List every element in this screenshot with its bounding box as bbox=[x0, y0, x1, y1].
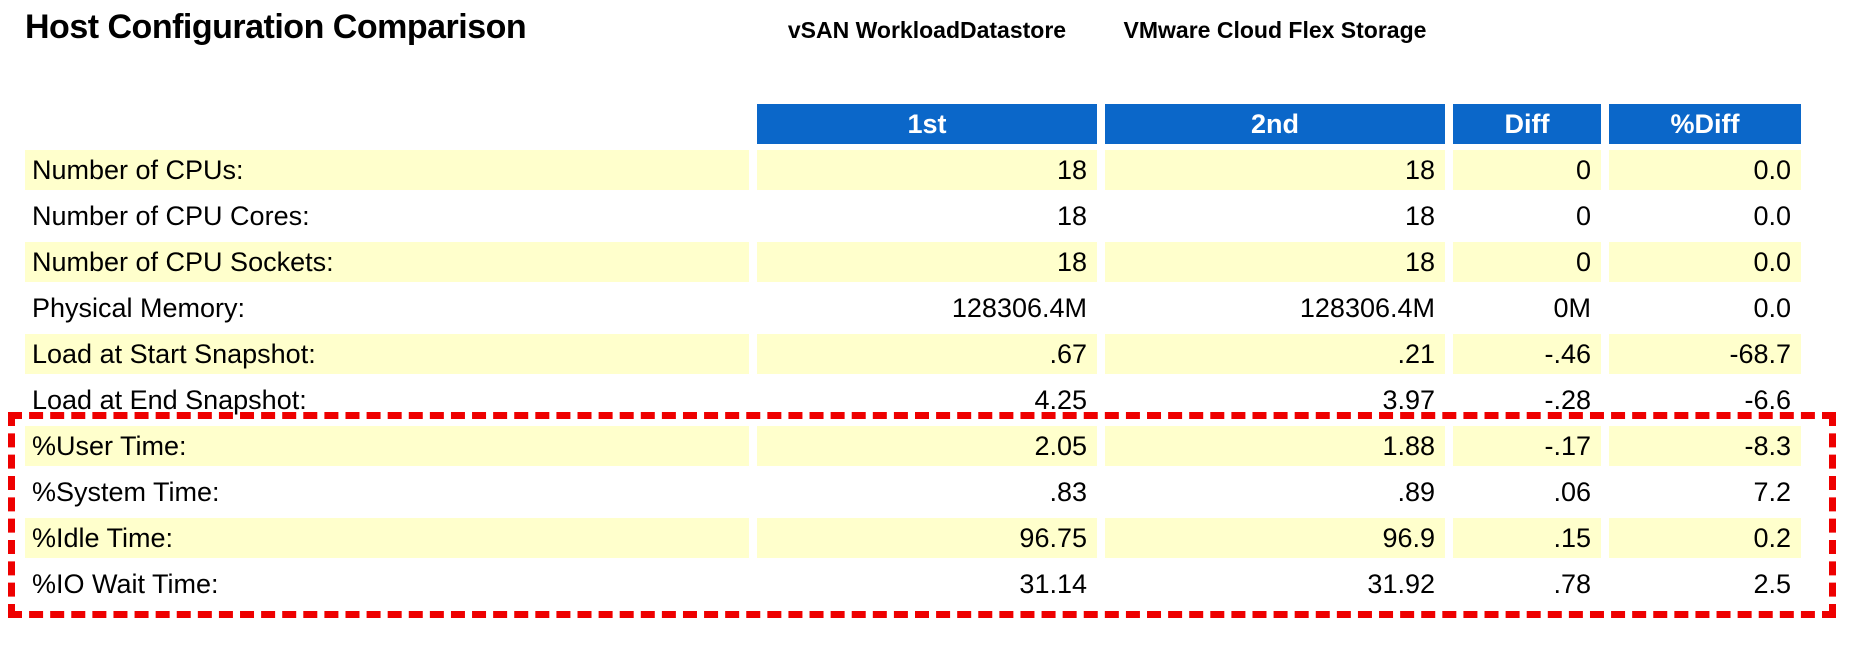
value-cell-1st: 18 bbox=[757, 196, 1097, 236]
value-cell-pctdiff: -68.7 bbox=[1609, 334, 1801, 374]
row-label: %System Time: bbox=[25, 472, 749, 512]
value-cell-pctdiff: 0.0 bbox=[1609, 196, 1801, 236]
value-cell-2nd: .21 bbox=[1105, 334, 1445, 374]
row-label: Number of CPUs: bbox=[25, 150, 749, 190]
value-cell-pctdiff: -8.3 bbox=[1609, 426, 1801, 466]
datastore-label-second: VMware Cloud Flex Storage bbox=[1123, 17, 1427, 43]
table-row-highlighted: %IO Wait Time: 31.14 31.92 .78 2.5 bbox=[25, 564, 1801, 604]
row-label: Load at End Snapshot: bbox=[25, 380, 749, 420]
value-cell-pctdiff: 0.0 bbox=[1609, 150, 1801, 190]
value-cell-pctdiff: -6.6 bbox=[1609, 380, 1801, 420]
value-cell-pctdiff: 7.2 bbox=[1609, 472, 1801, 512]
column-header-pctdiff: %Diff bbox=[1609, 104, 1801, 144]
value-cell-1st: .83 bbox=[757, 472, 1097, 512]
value-cell-pctdiff: 0.0 bbox=[1609, 288, 1801, 328]
value-cell-pctdiff: 2.5 bbox=[1609, 564, 1801, 604]
table-row: Number of CPUs: 18 18 0 0.0 bbox=[25, 150, 1801, 190]
row-label: %IO Wait Time: bbox=[25, 564, 749, 604]
column-header-1st: 1st bbox=[757, 104, 1097, 144]
value-cell-2nd: 1.88 bbox=[1105, 426, 1445, 466]
table-row-highlighted: %System Time: .83 .89 .06 7.2 bbox=[25, 472, 1801, 512]
table-row: Physical Memory: 128306.4M 128306.4M 0M … bbox=[25, 288, 1801, 328]
value-cell-diff: 0 bbox=[1453, 196, 1601, 236]
header-spacer-cell bbox=[25, 104, 749, 144]
table-row: Number of CPU Cores: 18 18 0 0.0 bbox=[25, 196, 1801, 236]
value-cell-1st: 2.05 bbox=[757, 426, 1097, 466]
row-label: %Idle Time: bbox=[25, 518, 749, 558]
value-cell-2nd: 3.97 bbox=[1105, 380, 1445, 420]
header-row: 1st 2nd Diff %Diff bbox=[25, 104, 1801, 144]
value-cell-diff: 0M bbox=[1453, 288, 1601, 328]
table-row-highlighted: %User Time: 2.05 1.88 -.17 -8.3 bbox=[25, 426, 1801, 466]
row-label: Number of CPU Cores: bbox=[25, 196, 749, 236]
value-cell-diff: 0 bbox=[1453, 242, 1601, 282]
value-cell-2nd: 18 bbox=[1105, 150, 1445, 190]
value-cell-1st: 4.25 bbox=[757, 380, 1097, 420]
table-row: Load at End Snapshot: 4.25 3.97 -.28 -6.… bbox=[25, 380, 1801, 420]
column-header-diff: Diff bbox=[1453, 104, 1601, 144]
value-cell-diff: -.28 bbox=[1453, 380, 1601, 420]
value-cell-1st: .67 bbox=[757, 334, 1097, 374]
value-cell-diff: -.17 bbox=[1453, 426, 1601, 466]
row-label: Physical Memory: bbox=[25, 288, 749, 328]
value-cell-2nd: 31.92 bbox=[1105, 564, 1445, 604]
value-cell-1st: 96.75 bbox=[757, 518, 1097, 558]
value-cell-diff: 0 bbox=[1453, 150, 1601, 190]
value-cell-1st: 128306.4M bbox=[757, 288, 1097, 328]
comparison-table: 1st 2nd Diff %Diff Number of CPUs: 18 18… bbox=[17, 98, 1809, 610]
value-cell-1st: 18 bbox=[757, 150, 1097, 190]
table-row: Number of CPU Sockets: 18 18 0 0.0 bbox=[25, 242, 1801, 282]
value-cell-diff: .78 bbox=[1453, 564, 1601, 604]
value-cell-1st: 18 bbox=[757, 242, 1097, 282]
value-cell-diff: -.46 bbox=[1453, 334, 1601, 374]
datastore-label-first: vSAN WorkloadDatastore bbox=[787, 17, 1067, 43]
value-cell-pctdiff: 0.0 bbox=[1609, 242, 1801, 282]
row-label: Load at Start Snapshot: bbox=[25, 334, 749, 374]
row-label: %User Time: bbox=[25, 426, 749, 466]
page-title: Host Configuration Comparison bbox=[25, 8, 527, 46]
value-cell-2nd: 128306.4M bbox=[1105, 288, 1445, 328]
value-cell-2nd: 18 bbox=[1105, 196, 1445, 236]
row-label: Number of CPU Sockets: bbox=[25, 242, 749, 282]
value-cell-pctdiff: 0.2 bbox=[1609, 518, 1801, 558]
value-cell-2nd: 18 bbox=[1105, 242, 1445, 282]
value-cell-diff: .06 bbox=[1453, 472, 1601, 512]
value-cell-1st: 31.14 bbox=[757, 564, 1097, 604]
value-cell-2nd: .89 bbox=[1105, 472, 1445, 512]
column-header-2nd: 2nd bbox=[1105, 104, 1445, 144]
table-row: Load at Start Snapshot: .67 .21 -.46 -68… bbox=[25, 334, 1801, 374]
table-row-highlighted: %Idle Time: 96.75 96.9 .15 0.2 bbox=[25, 518, 1801, 558]
value-cell-diff: .15 bbox=[1453, 518, 1601, 558]
value-cell-2nd: 96.9 bbox=[1105, 518, 1445, 558]
